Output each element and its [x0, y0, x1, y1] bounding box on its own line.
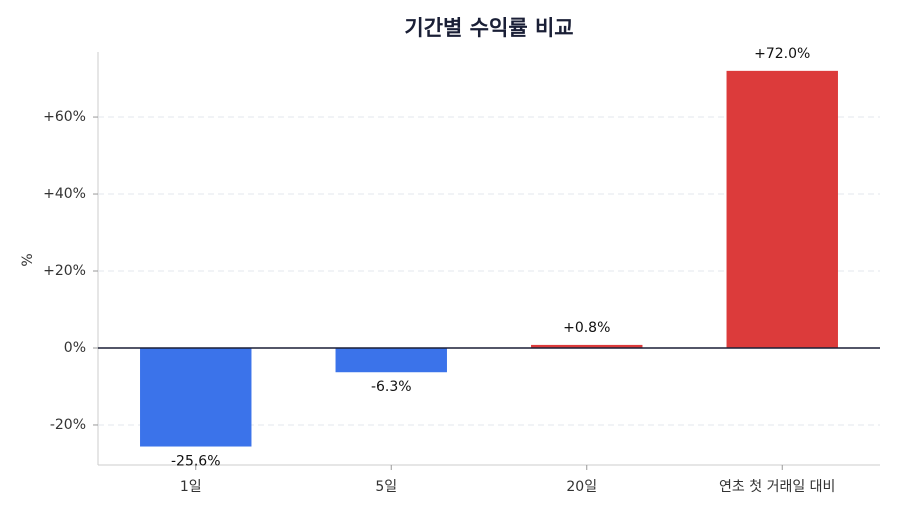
- x-tick-label: 20일: [566, 479, 597, 495]
- value-label: -6.3%: [371, 379, 412, 395]
- bar: [726, 70, 838, 348]
- y-tick-label: +40%: [43, 186, 86, 202]
- value-label: -25.6%: [171, 454, 221, 470]
- value-label: +72.0%: [754, 46, 810, 62]
- bar: [335, 347, 447, 373]
- x-tick-label: 5일: [375, 479, 397, 495]
- bar: [140, 347, 252, 447]
- y-tick-label: -20%: [50, 417, 86, 433]
- y-axis-label: %: [20, 253, 36, 266]
- x-tick-label: 연초 첫 거래일 대비: [719, 479, 835, 495]
- value-label: +0.8%: [563, 320, 610, 336]
- y-tick-label: +20%: [43, 263, 86, 279]
- y-tick-label: 0%: [64, 340, 86, 356]
- bar: [531, 344, 643, 348]
- chart-title: 기간별 수익률 비교: [404, 16, 573, 40]
- y-tick-label: +60%: [43, 109, 86, 125]
- x-tick-label: 1일: [180, 479, 202, 495]
